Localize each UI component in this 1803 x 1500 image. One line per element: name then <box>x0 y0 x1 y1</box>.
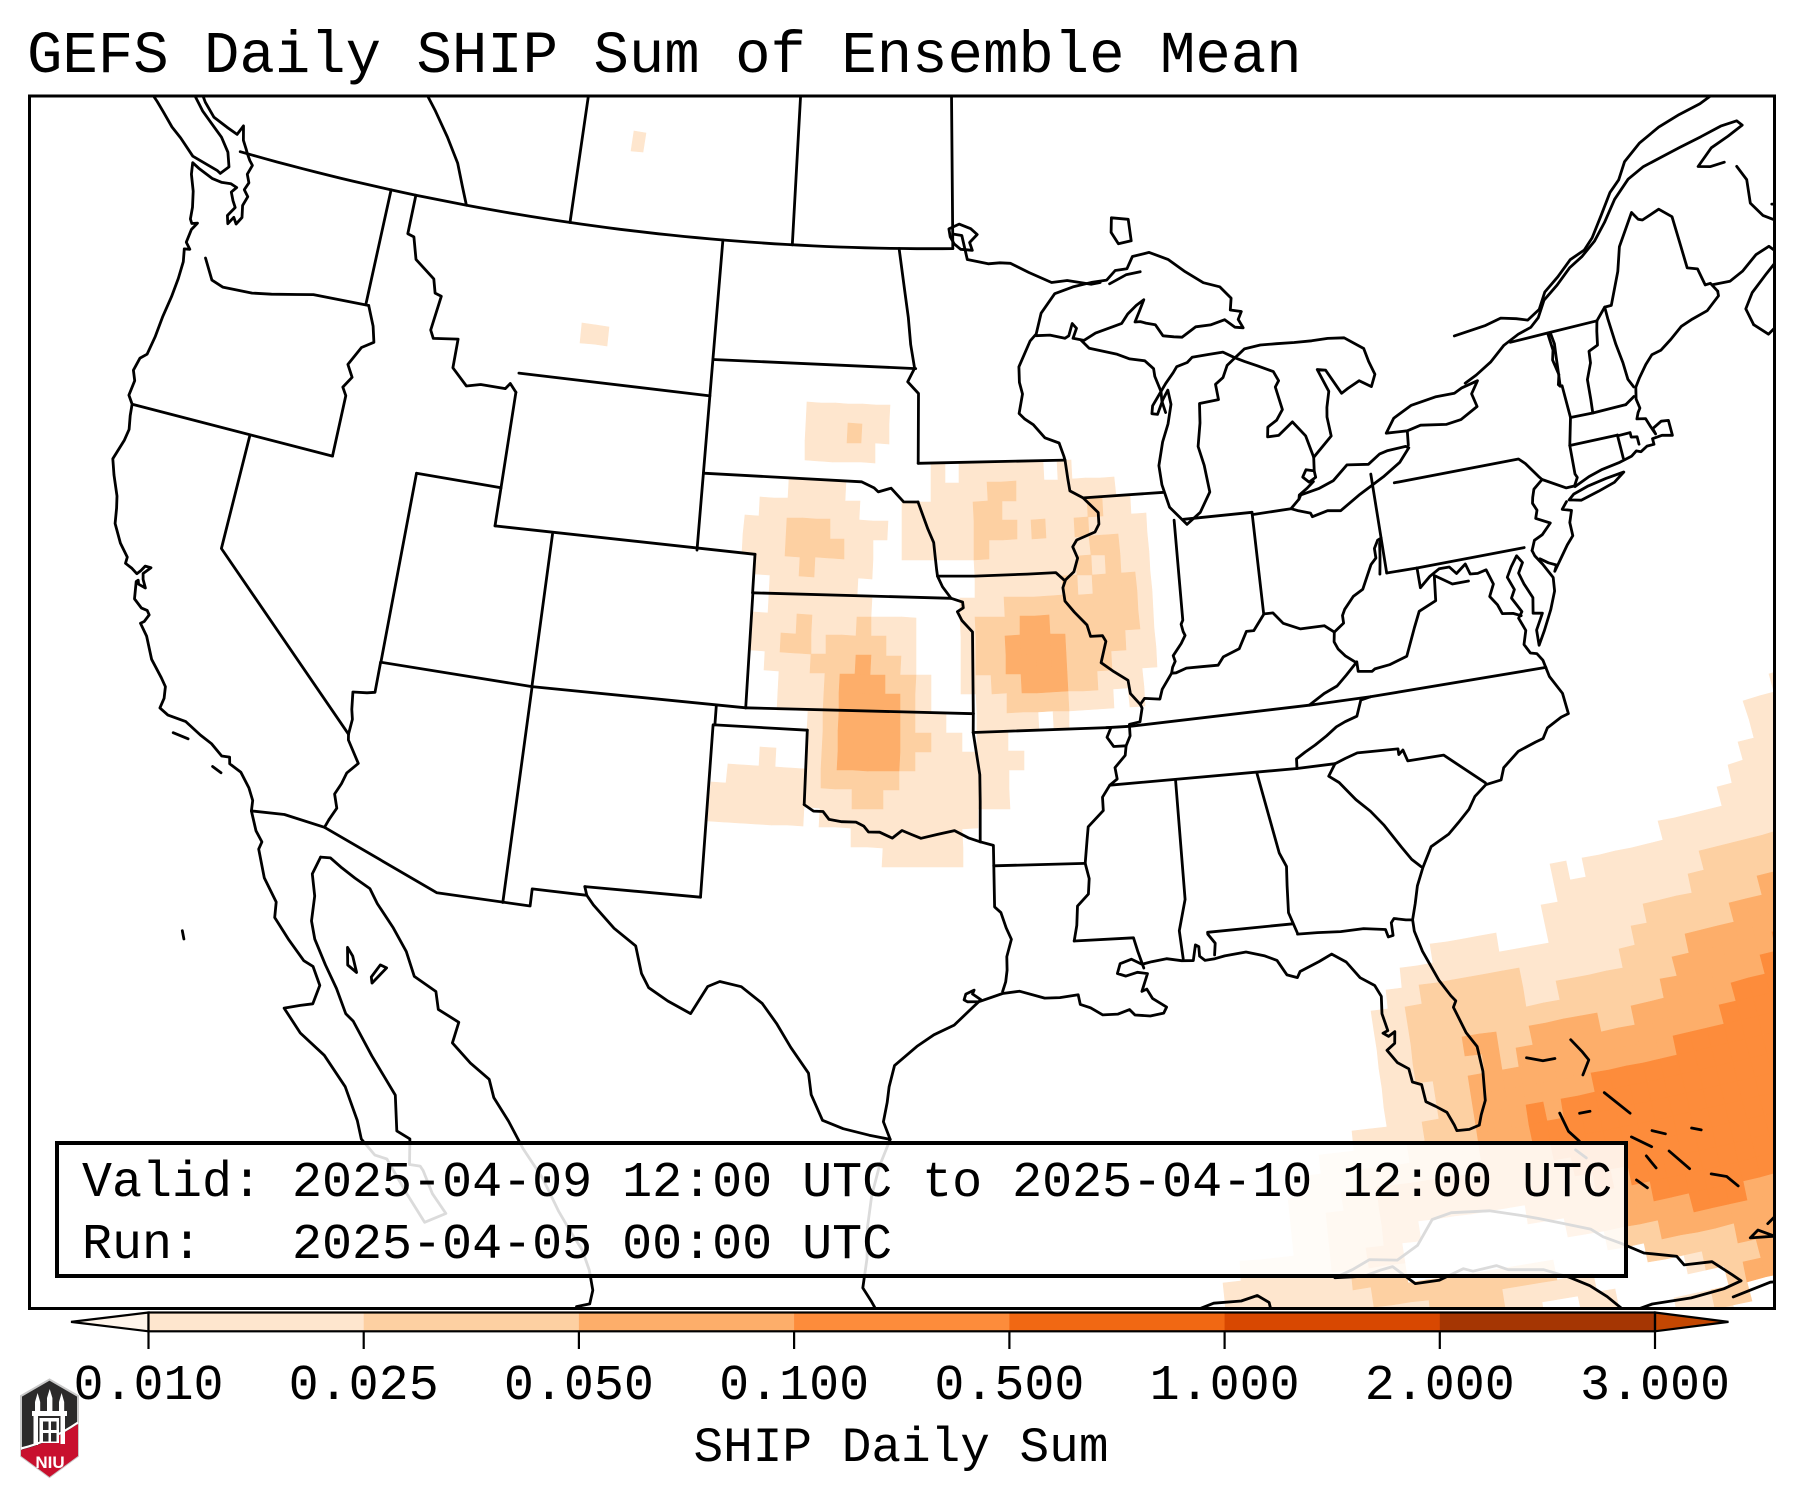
svg-text:Run: 2025-04-05 00:00 UTC: Run: 2025-04-05 00:00 UTC <box>82 1217 892 1274</box>
svg-text:0.010: 0.010 <box>73 1358 223 1415</box>
svg-text:1.000: 1.000 <box>1150 1358 1300 1415</box>
svg-text:0.050: 0.050 <box>504 1358 654 1415</box>
svg-text:NIU: NIU <box>35 1453 64 1472</box>
svg-text:Valid: 2025-04-09 12:00 UTC to: Valid: 2025-04-09 12:00 UTC to 2025-04-1… <box>82 1155 1612 1212</box>
svg-text:0.100: 0.100 <box>719 1358 869 1415</box>
svg-text:GEFS Daily SHIP Sum of Ensembl: GEFS Daily SHIP Sum of Ensemble Mean <box>27 23 1302 90</box>
svg-text:3.000: 3.000 <box>1580 1358 1730 1415</box>
svg-text:SHIP Daily Sum: SHIP Daily Sum <box>694 1420 1109 1476</box>
svg-text:0.025: 0.025 <box>289 1358 439 1415</box>
svg-text:0.500: 0.500 <box>934 1358 1084 1415</box>
svg-text:2.000: 2.000 <box>1365 1358 1515 1415</box>
